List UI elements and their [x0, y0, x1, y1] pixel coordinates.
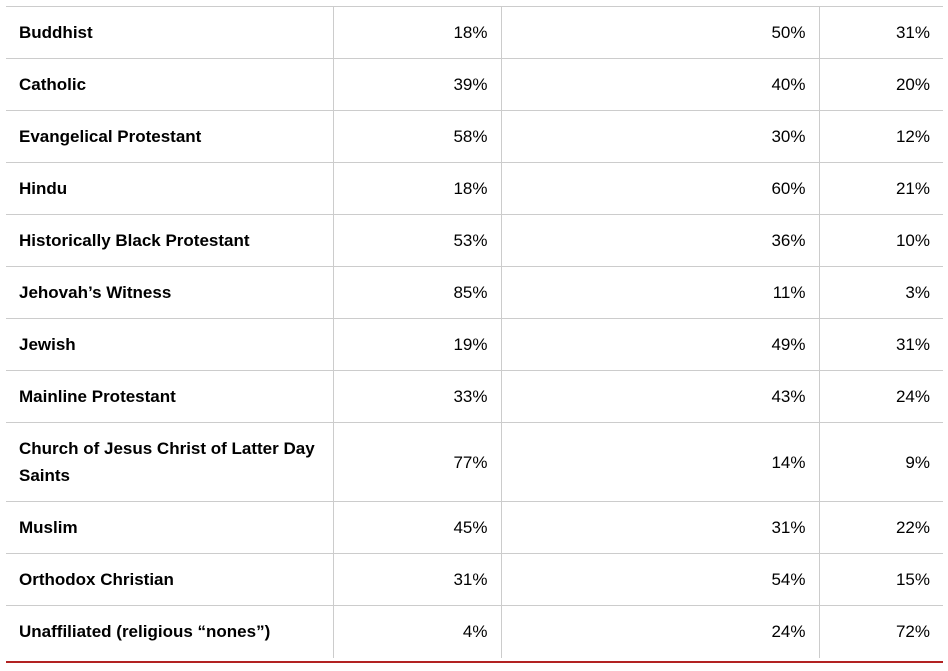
religion-data-table: Buddhist 18% 50% 31% Catholic 39% 40% 20… — [6, 6, 943, 658]
value-cell: 4% — [333, 605, 502, 658]
group-name-cell: Jehovah’s Witness — [6, 266, 334, 319]
value-cell: 85% — [333, 266, 502, 319]
table-row: Jewish 19% 49% 31% — [6, 318, 943, 371]
table-row: Historically Black Protestant 53% 36% 10… — [6, 214, 943, 267]
group-name-cell: Buddhist — [6, 6, 334, 59]
group-name-cell: Jewish — [6, 318, 334, 371]
table-row: Buddhist 18% 50% 31% — [6, 6, 943, 59]
value-cell: 9% — [819, 422, 943, 502]
value-cell: 24% — [501, 605, 820, 658]
value-cell: 19% — [333, 318, 502, 371]
table-row: Unaffiliated (religious “nones”) 4% 24% … — [6, 605, 943, 658]
table-row: Catholic 39% 40% 20% — [6, 58, 943, 111]
value-cell: 22% — [819, 501, 943, 554]
value-cell: 43% — [501, 370, 820, 423]
value-cell: 60% — [501, 162, 820, 215]
table-row: Muslim 45% 31% 22% — [6, 501, 943, 554]
value-cell: 53% — [333, 214, 502, 267]
value-cell: 58% — [333, 110, 502, 163]
table-row: Hindu 18% 60% 21% — [6, 162, 943, 215]
value-cell: 40% — [501, 58, 820, 111]
value-cell: 31% — [819, 6, 943, 59]
table-row: Jehovah’s Witness 85% 11% 3% — [6, 266, 943, 319]
value-cell: 14% — [501, 422, 820, 502]
value-cell: 31% — [333, 553, 502, 606]
value-cell: 12% — [819, 110, 943, 163]
value-cell: 20% — [819, 58, 943, 111]
value-cell: 10% — [819, 214, 943, 267]
value-cell: 3% — [819, 266, 943, 319]
table-row: Mainline Protestant 33% 43% 24% — [6, 370, 943, 423]
group-name-cell: Muslim — [6, 501, 334, 554]
value-cell: 77% — [333, 422, 502, 502]
table-row: Evangelical Protestant 58% 30% 12% — [6, 110, 943, 163]
value-cell: 15% — [819, 553, 943, 606]
group-name-cell: Historically Black Protestant — [6, 214, 334, 267]
value-cell: 49% — [501, 318, 820, 371]
value-cell: 50% — [501, 6, 820, 59]
value-cell: 30% — [501, 110, 820, 163]
group-name-cell: Church of Jesus Christ of Latter Day Sai… — [6, 422, 334, 502]
table-row: Church of Jesus Christ of Latter Day Sai… — [6, 422, 943, 502]
value-cell: 31% — [501, 501, 820, 554]
value-cell: 31% — [819, 318, 943, 371]
group-name-cell: Mainline Protestant — [6, 370, 334, 423]
value-cell: 72% — [819, 605, 943, 658]
value-cell: 18% — [333, 162, 502, 215]
table-bottom-rule — [6, 661, 943, 663]
value-cell: 24% — [819, 370, 943, 423]
group-name-cell: Evangelical Protestant — [6, 110, 334, 163]
value-cell: 11% — [501, 266, 820, 319]
group-name-cell: Orthodox Christian — [6, 553, 334, 606]
value-cell: 33% — [333, 370, 502, 423]
group-name-cell: Hindu — [6, 162, 334, 215]
value-cell: 45% — [333, 501, 502, 554]
value-cell: 18% — [333, 6, 502, 59]
value-cell: 39% — [333, 58, 502, 111]
value-cell: 54% — [501, 553, 820, 606]
group-name-cell: Unaffiliated (religious “nones”) — [6, 605, 334, 658]
value-cell: 36% — [501, 214, 820, 267]
table-row: Orthodox Christian 31% 54% 15% — [6, 553, 943, 606]
group-name-cell: Catholic — [6, 58, 334, 111]
value-cell: 21% — [819, 162, 943, 215]
